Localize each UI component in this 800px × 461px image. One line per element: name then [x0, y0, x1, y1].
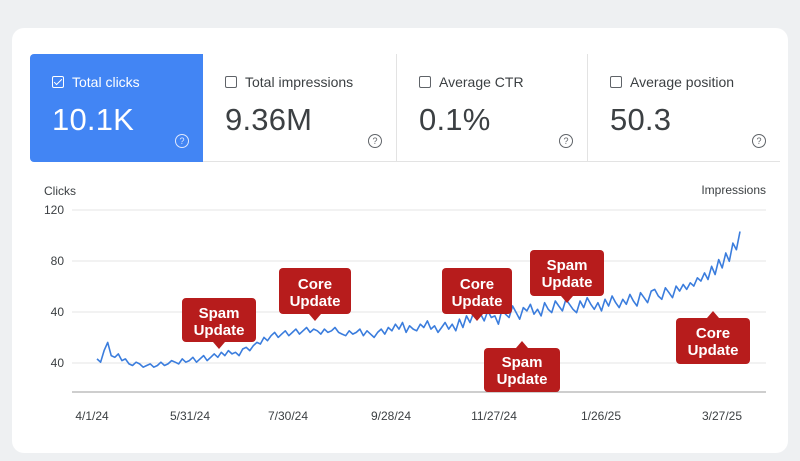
y-axis-title-right: Impressions — [701, 183, 766, 197]
annotation-label-line-2: Update — [542, 274, 593, 291]
metric-value: 10.1K — [52, 102, 135, 137]
metric-label: Total impressions — [245, 74, 354, 90]
annotation-pointer — [471, 314, 483, 321]
annotation-core-update-3: Core Update — [676, 311, 750, 364]
metric-total-impressions[interactable]: Total impressions 9.36M ? — [203, 54, 396, 162]
annotation-pointer — [309, 314, 321, 321]
checkbox-icon[interactable] — [419, 76, 431, 88]
annotation-box — [442, 268, 512, 314]
annotation-pointer — [213, 342, 225, 349]
x-tick-label: 4/1/24 — [75, 409, 109, 423]
checkbox-icon[interactable] — [225, 76, 237, 88]
annotation-label-line-1: Core — [696, 325, 730, 342]
annotation-label-line-1: Spam — [502, 354, 543, 371]
annotation-label-line-2: Update — [688, 342, 739, 359]
x-tick-label: 5/31/24 — [170, 409, 210, 423]
y-tick-label: 40 — [51, 356, 65, 370]
y-ticks: 120 80 40 40 — [44, 203, 64, 370]
annotation-label-line-1: Spam — [547, 257, 588, 274]
x-tick-label: 7/30/24 — [268, 409, 308, 423]
checkbox-icon[interactable] — [52, 76, 64, 88]
annotation-box — [182, 298, 256, 342]
checkbox-icon[interactable] — [610, 76, 622, 88]
performance-card: Total clicks 10.1K ? Total impressions 9… — [12, 28, 788, 453]
x-tick-label: 9/28/24 — [371, 409, 411, 423]
help-icon[interactable]: ? — [368, 134, 382, 148]
annotation-pointer — [707, 311, 719, 318]
annotation-box — [676, 318, 750, 364]
annotation-core-update-2: Core Update — [442, 268, 512, 321]
metric-label: Average CTR — [439, 74, 524, 90]
y-tick-label: 120 — [44, 203, 64, 217]
annotation-box — [484, 348, 560, 392]
annotation-label-line-1: Core — [298, 276, 332, 293]
annotation-spam-update-3: Spam Update — [530, 250, 604, 303]
x-ticks: 4/1/24 5/31/24 7/30/24 9/28/24 11/27/24 … — [75, 409, 742, 423]
metric-tabs: Total clicks 10.1K ? Total impressions 9… — [30, 54, 780, 162]
gridlines — [72, 209, 766, 393]
clicks-series-line — [96, 231, 741, 369]
annotation-pointer — [516, 341, 528, 348]
annotation-label-line-1: Core — [460, 276, 494, 293]
y-tick-label: 40 — [51, 305, 65, 319]
y-axis-title-left: Clicks — [44, 184, 76, 198]
metric-value: 0.1% — [419, 102, 491, 137]
x-tick-label: 11/27/24 — [471, 409, 517, 423]
metric-label: Average position — [630, 74, 735, 90]
annotation-box — [530, 250, 604, 296]
metric-label: Total clicks — [72, 74, 140, 90]
annotation-label-line-2: Update — [452, 293, 503, 310]
metric-average-ctr[interactable]: Average CTR 0.1% ? — [396, 54, 587, 162]
help-icon[interactable]: ? — [559, 134, 573, 148]
annotation-label-line-2: Update — [194, 322, 245, 339]
help-icon[interactable]: ? — [752, 134, 766, 148]
metric-value: 50.3 — [610, 102, 672, 137]
metric-value: 9.36M — [225, 102, 313, 137]
y-tick-label: 80 — [51, 254, 65, 268]
annotation-spam-update-1: Spam Update — [182, 298, 256, 349]
help-icon[interactable]: ? — [175, 134, 189, 148]
annotation-label-line-1: Spam — [199, 305, 240, 322]
annotation-box — [279, 268, 351, 314]
metric-total-clicks[interactable]: Total clicks 10.1K ? — [30, 54, 203, 162]
annotation-spam-update-2: Spam Update — [484, 341, 560, 392]
metric-average-position[interactable]: Average position 50.3 ? — [587, 54, 780, 162]
annotation-label-line-2: Update — [497, 371, 548, 388]
x-tick-label: 1/26/25 — [581, 409, 621, 423]
annotation-pointer — [561, 296, 573, 303]
annotation-label-line-2: Update — [290, 293, 341, 310]
x-tick-label: 3/27/25 — [702, 409, 742, 423]
annotation-core-update-1: Core Update — [279, 268, 351, 321]
